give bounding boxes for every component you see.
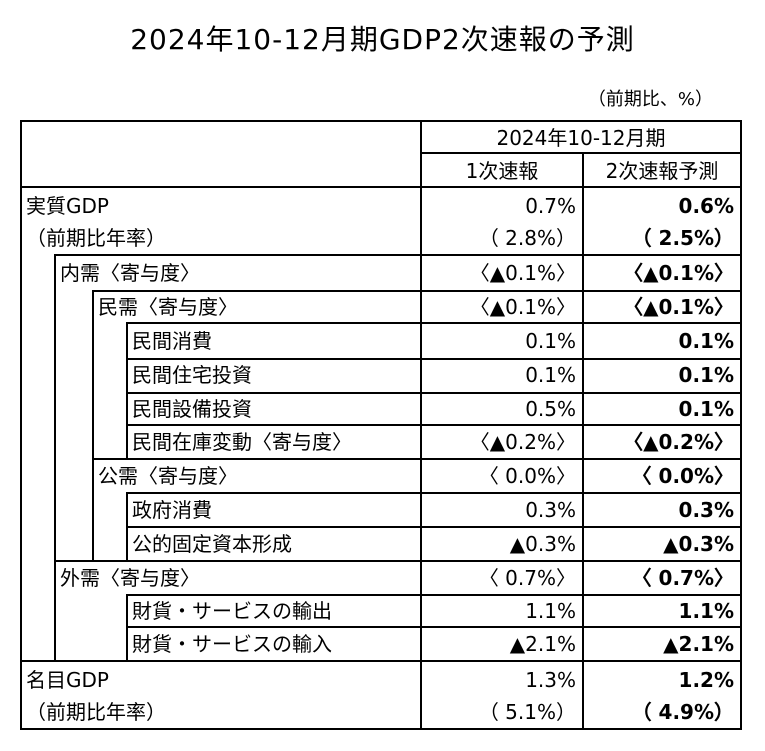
divider-imports [22, 660, 740, 662]
gdp-table: 2024年10-12月期 1次速報 2次速報予測 実質GDP 0.7% 0.6%… [20, 120, 742, 730]
header-col1: 1次速報 [465, 159, 539, 183]
row-v2-gov-consumption: 0.3% [678, 498, 734, 522]
row-v1-private: 〈▲0.1%〉 [469, 295, 576, 319]
divider-public-invest [54, 560, 740, 562]
row-label-public-invest: 公的固定資本形成 [132, 532, 292, 556]
row-v1-external: 〈 0.7%〉 [478, 566, 576, 590]
divider-inventory [92, 458, 740, 460]
row-v2-nominal-gdp-annualized: （ 4.9%） [631, 700, 734, 724]
divider-gov [126, 526, 740, 528]
header-divider [22, 186, 740, 188]
divider-exports [126, 626, 740, 628]
col-divider-values [582, 152, 584, 728]
header-divider-period [420, 152, 740, 154]
row-v1-real-gdp: 0.7% [525, 194, 576, 218]
row-v2-external: 〈 0.7%〉 [631, 566, 734, 590]
indent-l3b [126, 492, 128, 562]
divider-real-gdp [54, 254, 740, 256]
row-v1-gov-consumption: 0.3% [525, 498, 576, 522]
row-v2-real-gdp: 0.6% [678, 194, 734, 218]
row-v2-exports: 1.1% [678, 599, 734, 623]
row-v2-domestic: 〈▲0.1%〉 [623, 261, 734, 285]
row-label-public: 公需〈寄与度〉 [98, 464, 238, 488]
row-v1-capex: 0.5% [525, 397, 576, 421]
row-label-consumption: 民間消費 [132, 329, 212, 353]
row-v1-public: 〈 0.0%〉 [478, 464, 576, 488]
row-label-real-gdp-annualized: （前期比年率） [26, 226, 166, 250]
row-label-imports: 財貨・サービスの輸入 [132, 632, 332, 656]
row-v2-public-invest: ▲0.3% [663, 532, 734, 556]
row-v1-public-invest: ▲0.3% [509, 532, 576, 556]
row-v2-housing: 0.1% [678, 363, 734, 387]
row-v2-private: 〈▲0.1%〉 [623, 295, 734, 319]
row-v2-nominal-gdp: 1.2% [678, 668, 734, 692]
row-v2-inventory: 〈▲0.2%〉 [623, 430, 734, 454]
indent-l1 [54, 254, 56, 662]
row-v2-imports: ▲2.1% [663, 632, 734, 656]
divider-domestic [92, 290, 740, 292]
row-v1-nominal-gdp-annualized: （ 5.1%） [478, 700, 576, 724]
row-label-private: 民需〈寄与度〉 [98, 295, 238, 319]
row-v1-inventory: 〈▲0.2%〉 [469, 430, 576, 454]
row-v1-domestic: 〈▲0.1%〉 [469, 261, 576, 285]
row-label-housing: 民間住宅投資 [132, 363, 252, 387]
row-v2-capex: 0.1% [678, 397, 734, 421]
divider-private [126, 322, 740, 324]
unit-note: （前期比、%） [587, 89, 713, 110]
row-v1-housing: 0.1% [525, 363, 576, 387]
row-v1-imports: ▲2.1% [509, 632, 576, 656]
page-title: 2024年10-12月期GDP2次速報の予測 [130, 23, 635, 56]
row-label-inventory: 民間在庫変動〈寄与度〉 [132, 430, 352, 454]
row-label-real-gdp: 実質GDP [26, 194, 109, 218]
divider-external [126, 594, 740, 596]
row-v2-real-gdp-annualized: （ 2.5%） [631, 226, 734, 250]
header-col2: 2次速報予測 [605, 159, 719, 183]
row-label-gov-consumption: 政府消費 [132, 498, 212, 522]
indent-l2 [92, 290, 94, 562]
row-label-nominal-gdp-annualized: （前期比年率） [26, 700, 166, 724]
divider-capex [126, 424, 740, 426]
row-v1-exports: 1.1% [525, 599, 576, 623]
row-label-nominal-gdp: 名目GDP [26, 668, 109, 692]
divider-public [126, 492, 740, 494]
row-label-external: 外需〈寄与度〉 [60, 566, 200, 590]
row-label-domestic: 内需〈寄与度〉 [60, 261, 200, 285]
row-v1-nominal-gdp: 1.3% [525, 668, 576, 692]
indent-l3c [126, 594, 128, 662]
row-v2-public: 〈 0.0%〉 [631, 464, 734, 488]
row-label-capex: 民間設備投資 [132, 397, 252, 421]
header-period: 2024年10-12月期 [496, 126, 666, 150]
divider-housing [126, 392, 740, 394]
row-v1-consumption: 0.1% [525, 329, 576, 353]
row-label-exports: 財貨・サービスの輸出 [132, 599, 332, 623]
row-v1-real-gdp-annualized: （ 2.8%） [478, 226, 576, 250]
indent-l3a [126, 322, 128, 460]
divider-consumption [126, 358, 740, 360]
row-v2-consumption: 0.1% [678, 329, 734, 353]
